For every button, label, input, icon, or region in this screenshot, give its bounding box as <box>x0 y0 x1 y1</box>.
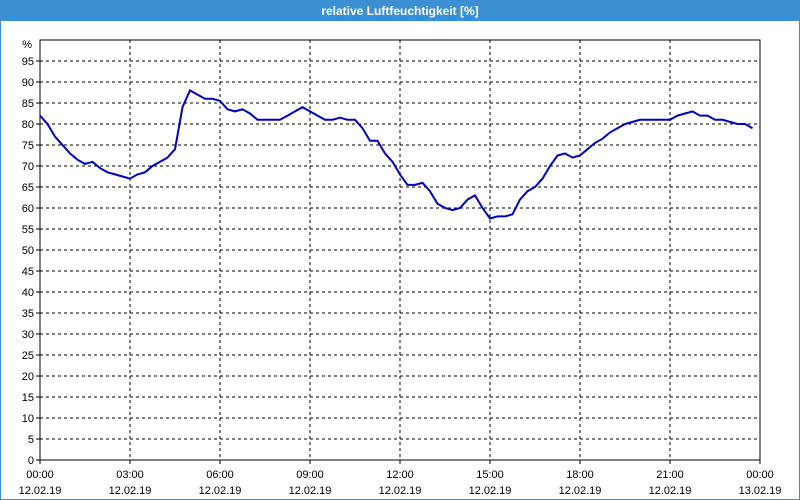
y-tick-label: 85 <box>22 98 34 110</box>
x-tick-date-label: 12.02.19 <box>379 485 422 497</box>
y-tick-label: 55 <box>22 224 34 236</box>
y-tick-label: 75 <box>22 140 34 152</box>
y-tick-label: 60 <box>22 203 34 215</box>
y-tick-label: 40 <box>22 287 34 299</box>
y-tick-label: 15 <box>22 392 34 404</box>
y-tick-label: 65 <box>22 182 34 194</box>
y-tick-label: 70 <box>22 161 34 173</box>
y-tick-label: 45 <box>22 266 34 278</box>
x-axis-ticks: 00:00 12.02.19 03:00 12.02.19 06:00 12.02.19 0… <box>19 460 782 497</box>
y-tick-label: 20 <box>22 371 34 383</box>
chart-title: relative Luftfeuchtigkeit [%] <box>1 1 799 21</box>
humidity-series-line <box>39 88 753 220</box>
grid-lines <box>40 40 760 460</box>
y-tick-label: 5 <box>28 434 34 446</box>
x-tick-time-label: 00:00 <box>746 469 774 481</box>
y-tick-label: 95 <box>22 56 34 68</box>
y-tick-label: 25 <box>22 350 34 362</box>
x-tick-time-label: 15:00 <box>476 469 504 481</box>
x-tick-date-label: 12.02.19 <box>289 485 332 497</box>
x-tick-time-label: 00:00 <box>26 469 54 481</box>
y-tick-label: 0 <box>28 455 34 467</box>
x-tick-date-label: 12.02.19 <box>649 485 692 497</box>
x-tick-time-label: 21:00 <box>656 469 684 481</box>
y-tick-label: 30 <box>22 329 34 341</box>
x-tick-time-label: 06:00 <box>206 469 234 481</box>
y-tick-label: 90 <box>22 77 34 89</box>
x-tick-date-label: 13.02.19 <box>739 485 782 497</box>
x-tick-date-label: 12.02.19 <box>199 485 242 497</box>
x-tick-time-label: 09:00 <box>296 469 324 481</box>
x-tick-date-label: 12.02.19 <box>469 485 512 497</box>
y-tick-label: 80 <box>22 119 34 131</box>
y-tick-label: 10 <box>22 413 34 425</box>
x-tick-date-label: 12.02.19 <box>559 485 602 497</box>
x-tick-time-label: 18:00 <box>566 469 594 481</box>
x-tick-date-label: 12.02.19 <box>109 485 152 497</box>
x-tick-time-label: 12:00 <box>386 469 414 481</box>
x-tick-date-label: 12.02.19 <box>19 485 62 497</box>
y-axis-label: % <box>22 39 32 51</box>
x-tick-time-label: 03:00 <box>116 469 144 481</box>
y-axis-ticks: 0 5 10 15 20 25 30 35 40 45 50 55 60 65 70 75 80 85 90 95 <box>22 56 40 467</box>
y-tick-label: 35 <box>22 308 34 320</box>
y-tick-label: 50 <box>22 245 34 257</box>
